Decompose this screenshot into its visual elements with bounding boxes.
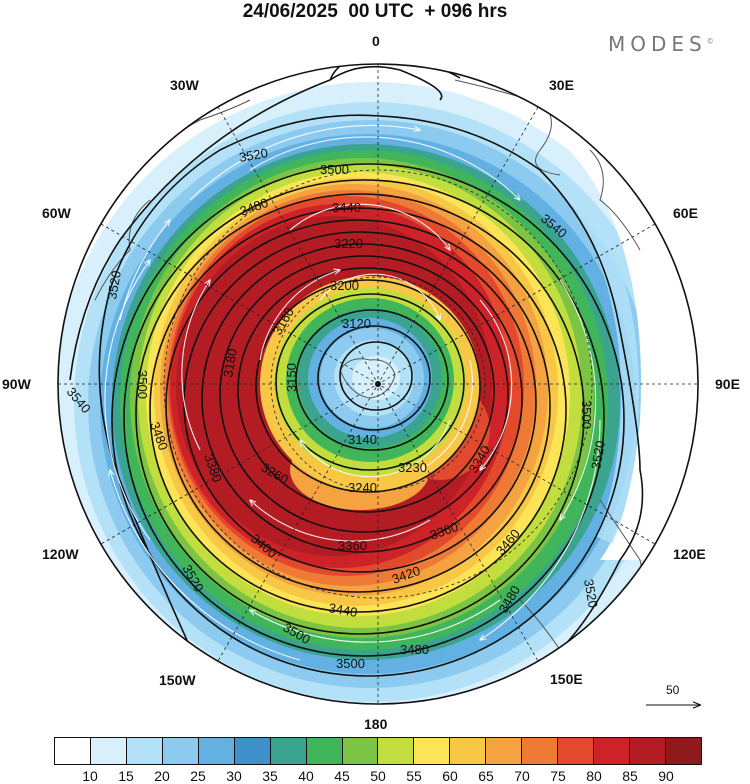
contour-label: 3120 bbox=[342, 316, 371, 331]
copyright-mark: © bbox=[706, 37, 714, 46]
contour-label: 3230 bbox=[398, 460, 427, 475]
lon-label-90w: 90W bbox=[2, 376, 31, 392]
colorbar-tick-label: 25 bbox=[190, 768, 206, 784]
contour-label: 3500 bbox=[135, 370, 150, 399]
lon-label-30w: 30W bbox=[170, 77, 199, 93]
colorbar-cell bbox=[665, 738, 701, 764]
brand-logo: MODES© bbox=[608, 32, 714, 56]
colorbar-cell bbox=[198, 738, 235, 764]
contour-label: 3240 bbox=[348, 480, 377, 495]
contour-label: 3200 bbox=[330, 278, 359, 293]
colorbar-cell bbox=[55, 738, 91, 764]
contour-label: 3520 bbox=[238, 145, 269, 165]
colorbar bbox=[54, 737, 702, 765]
contour-label: 3520 bbox=[104, 269, 124, 300]
colorbar-tick-label: 65 bbox=[478, 768, 494, 784]
colorbar-tick-label: 10 bbox=[82, 768, 98, 784]
contour-label: 3500 bbox=[320, 162, 349, 177]
colorbar-cell bbox=[486, 738, 523, 764]
contour-label: 3180 bbox=[220, 347, 240, 378]
colorbar-cell bbox=[342, 738, 379, 764]
contour-label: 3140 bbox=[348, 432, 377, 447]
contour-label: 3440 bbox=[332, 200, 361, 215]
contour-label: 3440 bbox=[327, 600, 358, 620]
colorbar-cell bbox=[414, 738, 451, 764]
colorbar-cell bbox=[126, 738, 163, 764]
colorbar-tick-label: 90 bbox=[658, 768, 674, 784]
lon-label-150e: 150E bbox=[550, 671, 583, 687]
lon-label-60w: 60W bbox=[42, 205, 71, 221]
contour-label: 3150 bbox=[284, 363, 299, 392]
reference-vector-label: 50 bbox=[666, 683, 680, 697]
lon-label-180: 180 bbox=[364, 716, 388, 732]
colorbar-tick-label: 45 bbox=[334, 768, 350, 784]
pole-marker bbox=[375, 381, 381, 387]
colorbar-cell bbox=[450, 738, 487, 764]
brand-name: MODES bbox=[608, 32, 707, 56]
colorbar-tick-label: 70 bbox=[514, 768, 530, 784]
lon-label-0: 0 bbox=[372, 33, 380, 49]
wind-streamlines bbox=[104, 125, 601, 661]
colorbar-cell bbox=[90, 738, 127, 764]
contour-label: 3500 bbox=[336, 656, 365, 671]
colorbar-tick-label: 85 bbox=[622, 768, 638, 784]
lon-label-120e: 120E bbox=[673, 546, 706, 562]
map-boundary bbox=[57, 63, 699, 705]
colorbar-cell bbox=[306, 738, 343, 764]
colorbar-tick-label: 20 bbox=[154, 768, 170, 784]
colorbar-cell bbox=[522, 738, 559, 764]
colorbar-tick-label: 75 bbox=[550, 768, 566, 784]
colorbar-tick-label: 40 bbox=[298, 768, 314, 784]
contour-label: 3220 bbox=[334, 236, 363, 251]
colorbar-cell bbox=[594, 738, 630, 764]
lon-label-120w: 120W bbox=[42, 546, 79, 562]
contour-label: 3480 bbox=[400, 642, 429, 657]
colorbar-tick-label: 15 bbox=[118, 768, 134, 784]
lon-label-30e: 30E bbox=[549, 77, 574, 93]
lon-label-150w: 150W bbox=[159, 672, 196, 688]
contour-label: 3520 bbox=[588, 439, 608, 470]
contour-label: 3520 bbox=[581, 578, 601, 609]
colorbar-tick-label: 55 bbox=[406, 768, 422, 784]
lon-label-90e: 90E bbox=[715, 376, 740, 392]
chart-title: 24/06/2025 00 UTC + 096 hrs bbox=[242, 1, 508, 22]
colorbar-cell bbox=[234, 738, 271, 764]
colorbar-tick-label: 35 bbox=[262, 768, 278, 784]
colorbar-cell bbox=[378, 738, 415, 764]
colorbar-tick-label: 80 bbox=[586, 768, 602, 784]
colorbar-cell bbox=[162, 738, 199, 764]
contour-label: 3360 bbox=[338, 538, 367, 553]
contour-label: 3500 bbox=[579, 400, 594, 429]
colorbar-tick-label: 50 bbox=[370, 768, 386, 784]
colorbar-tick-label: 60 bbox=[442, 768, 458, 784]
colorbar-cell bbox=[270, 738, 307, 764]
colorbar-tick-label: 30 bbox=[226, 768, 242, 784]
colorbar-cell bbox=[630, 738, 666, 764]
lon-label-60e: 60E bbox=[673, 205, 698, 221]
colorbar-cell bbox=[558, 738, 595, 764]
